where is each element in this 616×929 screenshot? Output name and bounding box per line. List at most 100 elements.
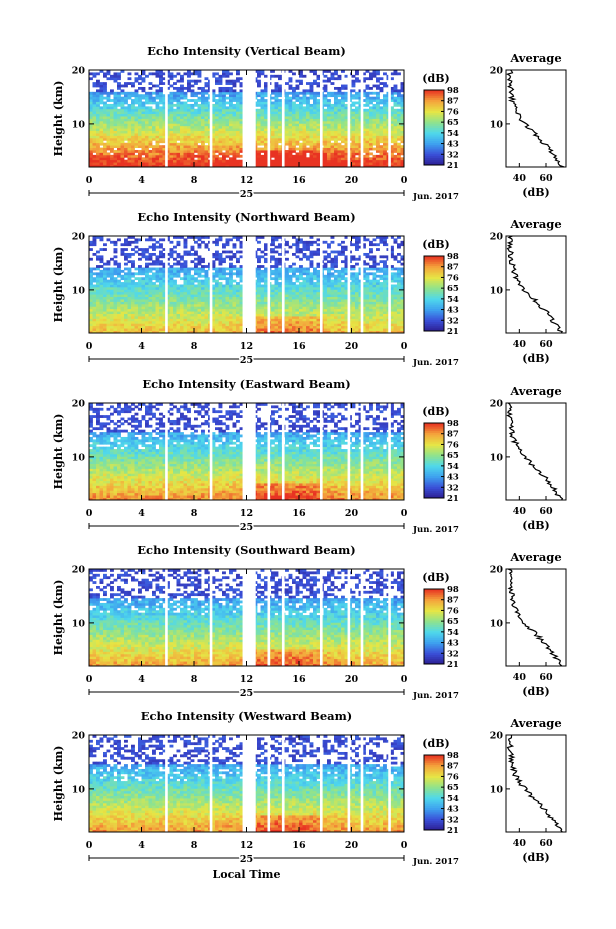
heatmap-cell — [271, 325, 275, 329]
heatmap-cell — [110, 91, 114, 95]
heatmap-cell — [288, 150, 293, 153]
heatmap-cell — [183, 328, 188, 331]
heatmap-cell — [106, 284, 111, 288]
heatmap-cell — [218, 306, 223, 310]
heatmap-cell — [201, 111, 205, 115]
heatmap — [89, 236, 404, 333]
heatmap-cell — [309, 120, 314, 124]
heatmap-cell — [127, 130, 132, 134]
heatmap-cell — [316, 125, 321, 129]
heatmap-cell — [390, 118, 394, 122]
heatmap-cell — [187, 79, 191, 83]
heatmap-cell — [148, 82, 153, 85]
heatmap-cell — [229, 282, 233, 285]
heatmap-cell — [180, 303, 184, 307]
heatmap-cell — [229, 150, 233, 153]
heatmap-cell — [222, 94, 226, 98]
heatmap-cell — [362, 118, 366, 122]
heatmap-cell — [169, 99, 174, 102]
heatmap-cell — [159, 140, 163, 144]
heatmap-cell — [145, 313, 149, 317]
heatmap-cell — [274, 103, 279, 107]
heatmap-cell — [292, 243, 296, 247]
heatmap-cell — [222, 294, 226, 298]
heatmap-cell — [239, 123, 244, 127]
heatmap-cell — [264, 267, 268, 271]
heatmap-cell — [131, 311, 135, 314]
heatmap-cell — [313, 118, 317, 122]
heatmap-cell — [323, 128, 328, 132]
heatmap-cell — [117, 299, 121, 302]
heatmap-cell — [89, 91, 93, 95]
heatmap-cell — [162, 269, 167, 273]
heatmap-cell — [117, 272, 121, 276]
heatmap-cell — [96, 152, 100, 156]
heatmap-cell — [106, 137, 111, 141]
heatmap-cell — [218, 308, 223, 312]
heatmap-cell — [222, 162, 226, 165]
heatmap-cell — [141, 320, 146, 324]
heatmap-cell — [264, 157, 268, 161]
heatmap-cell — [127, 125, 132, 129]
heatmap-cell — [327, 150, 331, 153]
heatmap-cell — [292, 123, 296, 127]
heatmap-cell — [134, 72, 139, 76]
heatmap-cell — [106, 72, 111, 76]
heatmap-cell — [285, 133, 289, 136]
heatmap-cell — [285, 313, 289, 317]
heatmap-cell — [183, 91, 188, 95]
heatmap-cell — [274, 96, 279, 100]
heatmap-cell — [257, 255, 261, 259]
heatmap-cell — [211, 150, 216, 153]
heatmap-cell — [197, 108, 202, 112]
heatmap-cell — [117, 323, 121, 327]
heatmap-cell — [194, 240, 198, 244]
heatmap-cell — [162, 111, 167, 115]
colorbar-segment — [424, 150, 444, 153]
heatmap-cell — [96, 84, 100, 88]
heatmap-cell — [285, 137, 289, 141]
heatmap-cell — [222, 245, 226, 249]
heatmap-cell — [159, 328, 163, 331]
heatmap-cell — [271, 147, 275, 151]
heatmap-cell — [316, 82, 321, 85]
heatmap-cell — [194, 257, 198, 261]
heatmap-cell — [274, 154, 279, 158]
heatmap-cell — [159, 79, 163, 83]
heatmap-cell — [113, 318, 118, 322]
heatmap-cell — [183, 128, 188, 132]
heatmap-cell — [274, 164, 279, 167]
heatmap-cell — [141, 111, 146, 115]
heatmap-cell — [96, 164, 100, 167]
heatmap-cell — [376, 133, 380, 136]
heatmap-cell — [288, 286, 293, 290]
heatmap-cell — [257, 308, 261, 312]
heatmap-cell — [383, 111, 387, 115]
heatmap-cell — [355, 145, 359, 148]
heatmap-cell — [239, 291, 244, 295]
heatmap-cell — [334, 99, 338, 102]
heatmap-cell — [89, 286, 93, 290]
heatmap-cell — [141, 296, 146, 300]
heatmap-cell — [89, 299, 93, 302]
heatmap-cell — [278, 284, 282, 288]
heatmap-cell — [159, 277, 163, 281]
heatmap-cell — [148, 154, 153, 158]
heatmap-cell — [211, 142, 216, 146]
heatmap-cell — [92, 145, 97, 148]
heatmap-cell — [180, 125, 184, 129]
heatmap-cell — [358, 120, 363, 124]
heatmap-cell — [89, 308, 93, 312]
heatmap-cell — [306, 130, 310, 134]
heatmap-cell — [159, 318, 163, 322]
heatmap-cell — [323, 157, 328, 161]
heatmap-cell — [92, 140, 97, 144]
heatmap-cell — [99, 289, 104, 293]
heatmap-cell — [383, 113, 387, 117]
heatmap-cell — [103, 91, 107, 95]
heatmap-cell — [197, 96, 202, 100]
heatmap-cell — [232, 99, 237, 102]
heatmap-cell — [239, 89, 244, 93]
panel-1: Echo Intensity (Vertical Beam)1020Height… — [52, 44, 567, 202]
heatmap-cell — [358, 113, 363, 117]
